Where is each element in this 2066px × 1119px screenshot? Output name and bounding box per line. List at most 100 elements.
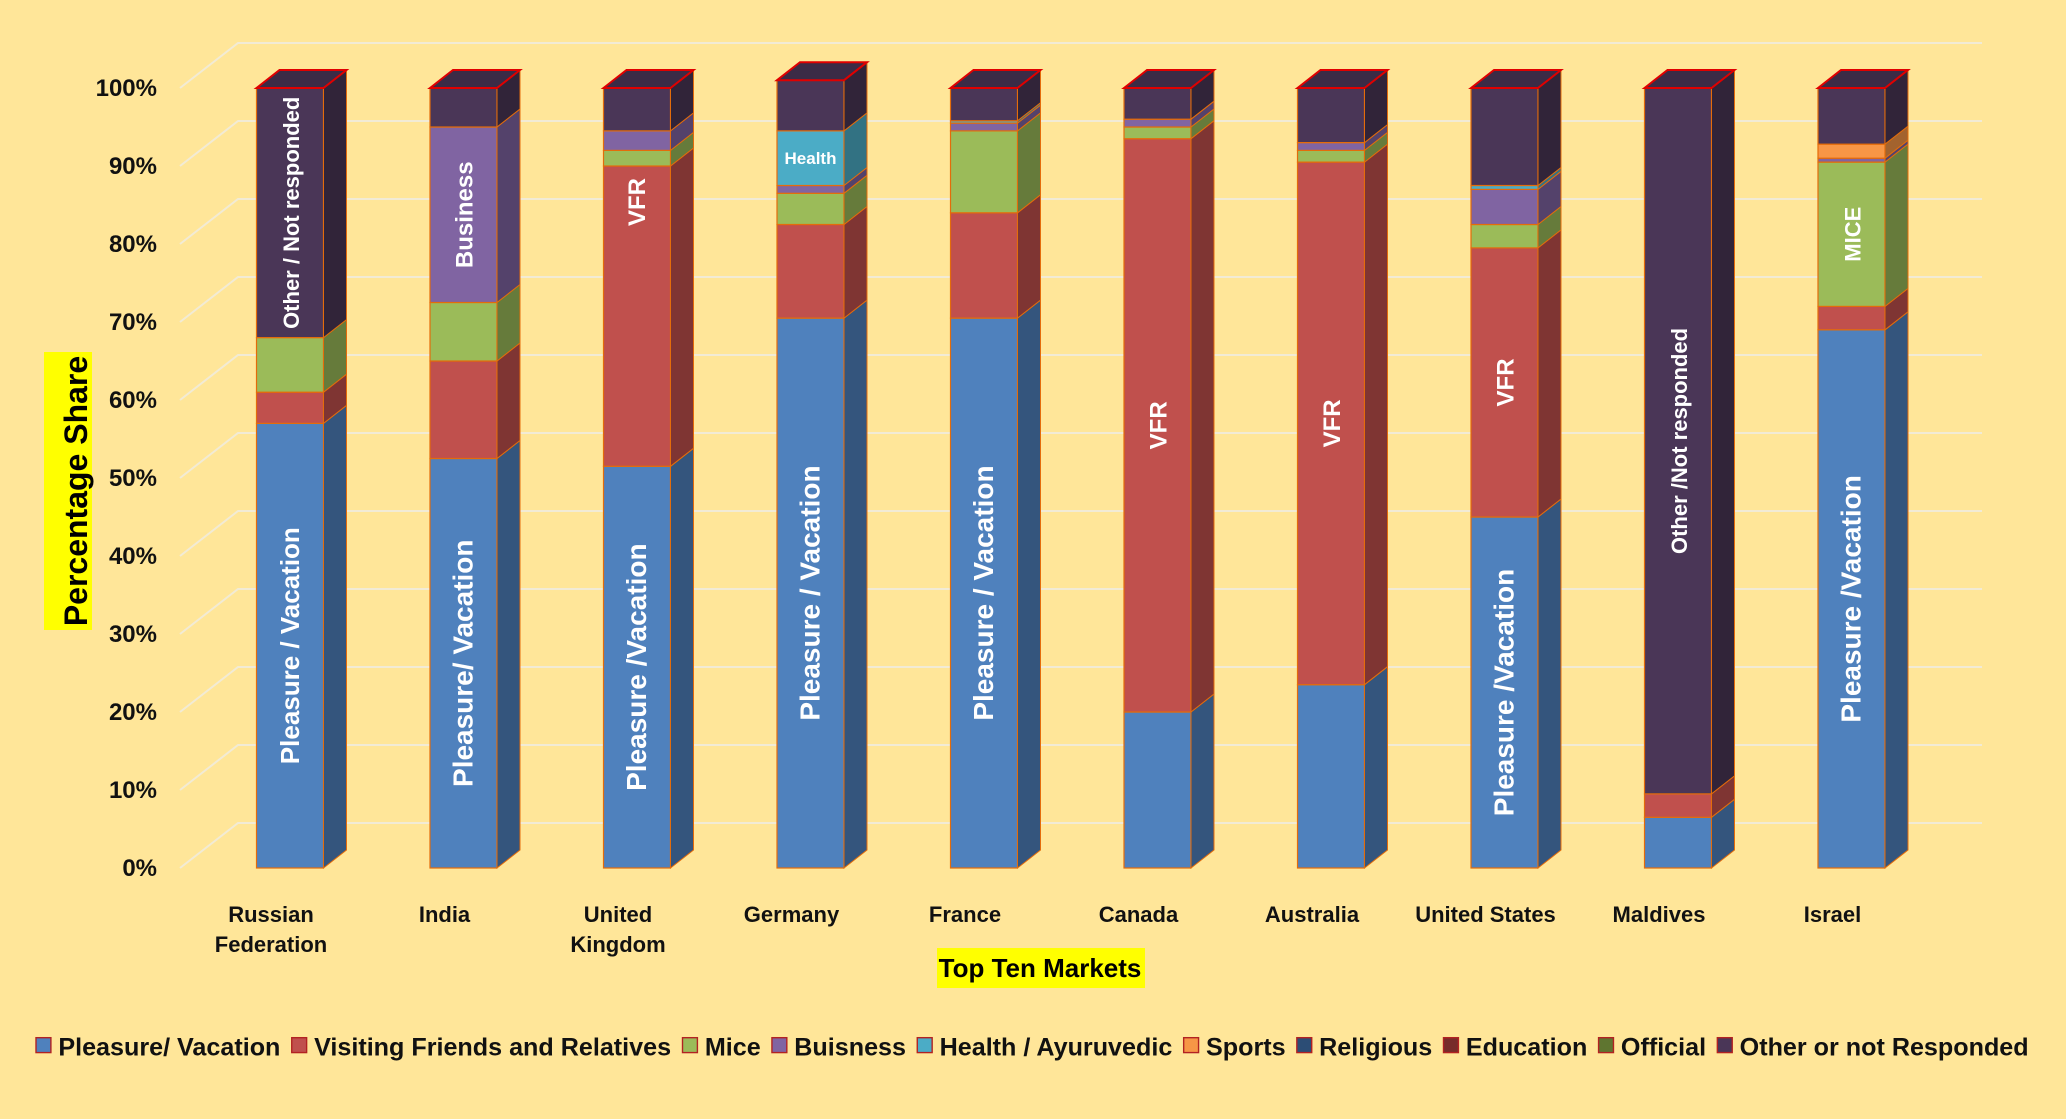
bar-top (1641, 69, 1738, 89)
legend-swatch (681, 1036, 699, 1054)
y-tick-label: 60% (109, 387, 157, 414)
bar-front (776, 192, 845, 226)
segment-label: Pleasure/ Vacation (448, 540, 479, 787)
bar-segment (1296, 143, 1388, 686)
bar-segment (1470, 68, 1562, 187)
bar-segment (1817, 125, 1909, 160)
bar-side (496, 107, 521, 304)
bar-side (670, 447, 694, 870)
bar-segment (602, 68, 694, 132)
bar-front (1817, 329, 1886, 869)
bar-segment (1296, 68, 1388, 144)
gridlines (179, 42, 1982, 869)
bar-front (1470, 87, 1539, 187)
x-axis-title-highlight (937, 948, 1145, 988)
bar-segment (1643, 774, 1735, 819)
x-category-label: France (929, 902, 1001, 927)
bar-side (843, 299, 868, 870)
gridline (179, 276, 1982, 323)
x-category-label: Russian Federation (215, 902, 327, 957)
legend-label: Other or not Responded (1740, 1033, 2029, 1061)
bar-front (776, 79, 845, 132)
legend-label: Pleasure/ Vacation (58, 1033, 280, 1061)
bar-front (1296, 142, 1366, 152)
x-category-label: Germany (744, 902, 840, 927)
gridline (179, 198, 1982, 245)
bar-segment (776, 174, 868, 226)
bar-side (1884, 310, 1909, 870)
gridline (179, 42, 1982, 89)
bar-front (429, 87, 498, 128)
bar-front (1817, 87, 1886, 145)
bar-front (949, 212, 1019, 319)
bar-segment (1123, 119, 1215, 714)
bar-front (429, 301, 498, 362)
x-category-label: Israel (1804, 902, 1862, 927)
bar-front (1470, 247, 1539, 518)
legend-item: Sports (1182, 1033, 1286, 1061)
legend-swatch (771, 1036, 788, 1054)
bar-side (843, 205, 868, 320)
x-category-label: Australia (1265, 902, 1360, 927)
bar-front (1470, 516, 1539, 869)
bar-side (1537, 68, 1562, 187)
bar-front (429, 126, 498, 304)
bar-side (1537, 228, 1562, 519)
bar-side (1190, 692, 1215, 870)
legend-label: Mice (705, 1033, 761, 1061)
bar-segment (429, 283, 521, 363)
bar-front (1817, 305, 1886, 331)
bar-front (1643, 87, 1713, 795)
legend-item: Education (1442, 1033, 1587, 1061)
bar-segment (602, 111, 694, 152)
bar-side (670, 146, 694, 468)
legend-label: Sports (1206, 1033, 1286, 1061)
y-axis-title-text: Percentage Share (58, 356, 94, 626)
bar-stack (1294, 68, 1391, 870)
bar-stack (427, 68, 523, 870)
bar-front (1296, 87, 1366, 144)
x-axis-title: Top Ten Markets (937, 948, 1145, 988)
segment-label: VFR (624, 178, 651, 226)
gridline (179, 744, 1982, 791)
bar-front (255, 87, 325, 339)
segment-label: MICE (1841, 207, 1866, 262)
bar-stack (253, 68, 350, 870)
bar-segment (949, 299, 1041, 870)
segment-label: Pleasure / Vacation (968, 465, 999, 720)
gridline (179, 666, 1982, 713)
bar-top (600, 69, 697, 89)
bar-segment (776, 111, 868, 187)
bar-segment (1817, 143, 1909, 308)
bar-front (949, 130, 1019, 214)
bar-front (1123, 138, 1192, 713)
bar-segment (1643, 68, 1735, 795)
bar-front (776, 130, 845, 187)
bar-top (253, 69, 350, 89)
y-tick-label: 10% (109, 777, 157, 804)
bar-segment (1296, 665, 1388, 870)
y-tick-label: 30% (109, 621, 157, 648)
bar-segment (429, 107, 521, 304)
legend-item: Mice (681, 1033, 761, 1061)
bar-segment (429, 439, 521, 870)
bar-side (1364, 143, 1388, 686)
y-tick-label: 80% (109, 231, 157, 258)
bar-front (1123, 711, 1192, 869)
legend-item: Health / Ayuruvedic (916, 1033, 1173, 1061)
bar-segment (1470, 170, 1562, 226)
bar-stack (600, 68, 697, 870)
legend-swatch (35, 1036, 52, 1054)
bar-segment (602, 131, 694, 168)
legend-label: Health / Ayuruvedic (940, 1033, 1173, 1061)
bar-front (602, 130, 672, 151)
bar-front (602, 465, 672, 869)
bar-side (1884, 143, 1909, 308)
bar-front (255, 337, 325, 393)
legend-swatch (291, 1036, 308, 1054)
x-category-label: United States (1415, 902, 1556, 927)
segment-label: Pleasure /Vacation (1489, 569, 1520, 816)
bar-front (1817, 143, 1886, 159)
y-tick-label: 100% (96, 75, 157, 102)
